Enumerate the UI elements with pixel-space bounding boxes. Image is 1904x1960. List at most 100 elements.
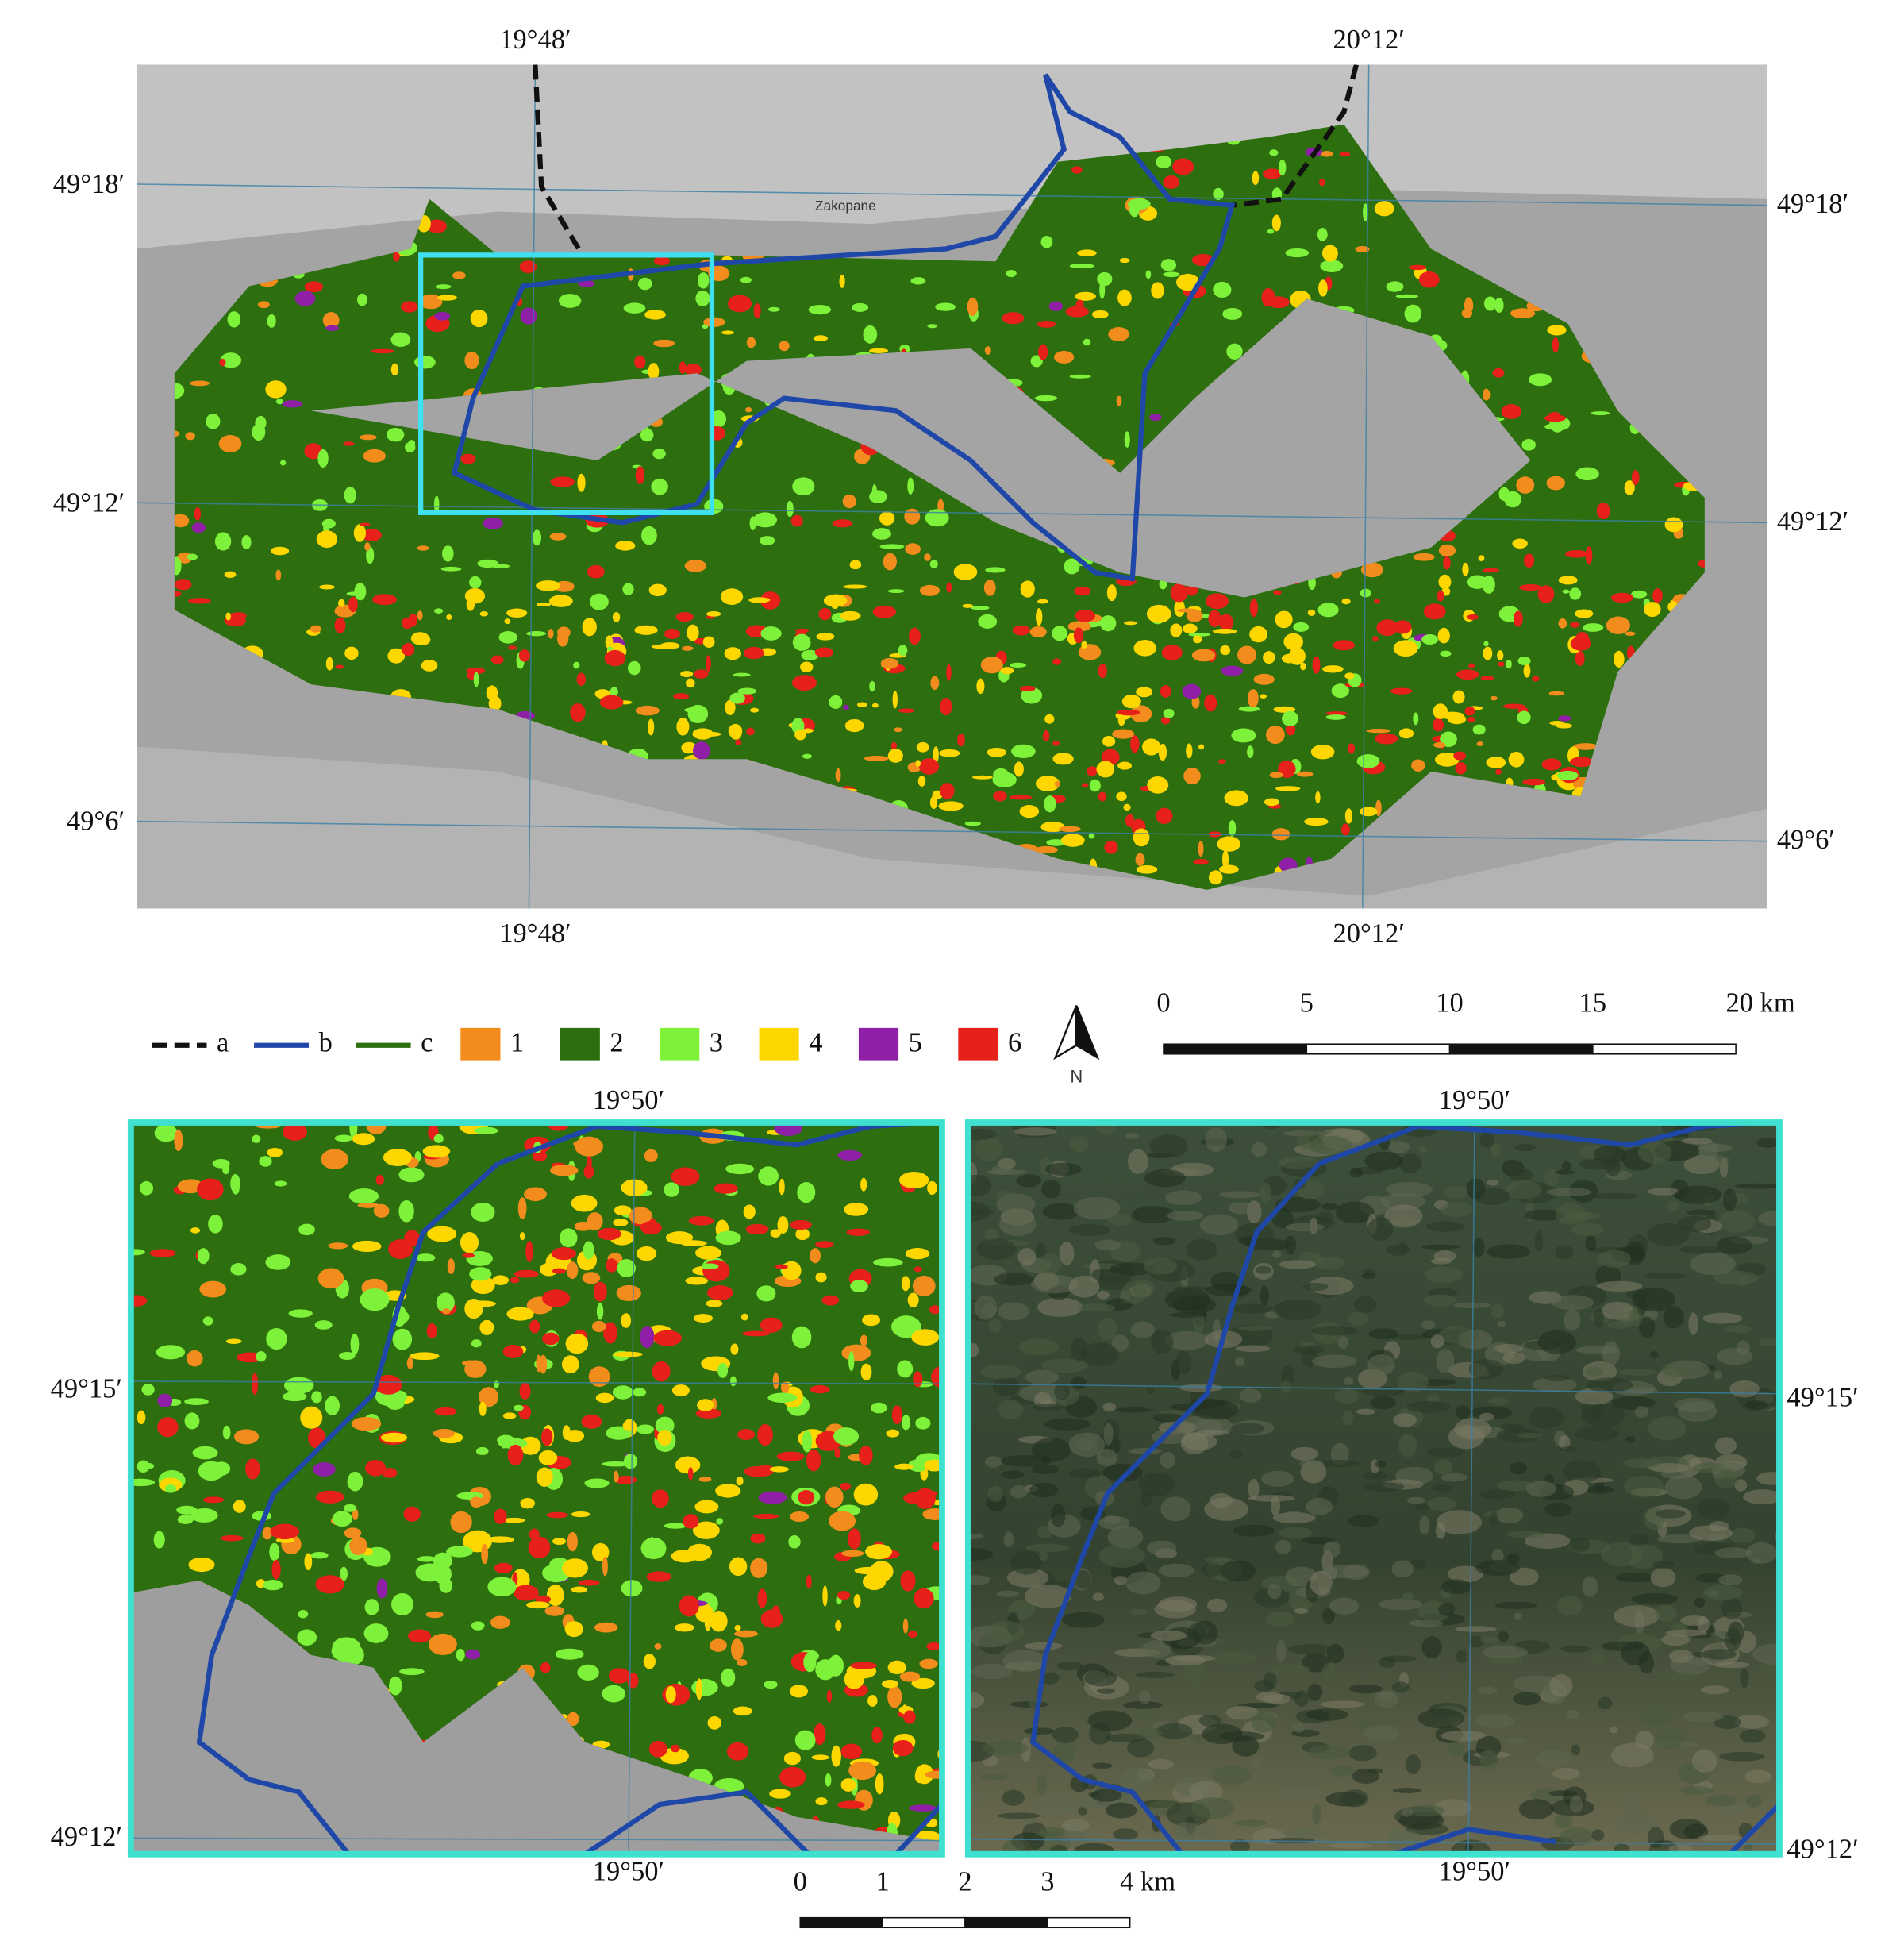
class-patch (940, 783, 955, 799)
class-patch (433, 1564, 452, 1585)
terrain-patch (1397, 1371, 1429, 1393)
class-patch (993, 768, 1010, 782)
class-patch (1333, 640, 1356, 651)
grid-line (137, 820, 1767, 842)
class-patch (1071, 166, 1083, 174)
class-patch (194, 506, 202, 521)
class-patch (1263, 168, 1282, 179)
class-patch (360, 522, 371, 527)
terrain-patch (1734, 1479, 1748, 1492)
class-patch (614, 1205, 632, 1216)
terrain-patch (1631, 1592, 1678, 1605)
terrain-patch (1041, 1672, 1060, 1685)
class-patch (790, 514, 803, 527)
terrain-patch (1584, 1366, 1603, 1377)
class-patch (1502, 703, 1525, 709)
class-patch (840, 1743, 863, 1760)
class-patch (488, 695, 502, 711)
terrain-patch (1558, 1435, 1571, 1450)
terrain-patch (1456, 1649, 1467, 1664)
class-patch (1320, 260, 1344, 272)
north-arrow: N (1053, 1005, 1100, 1086)
class-patch (573, 661, 580, 669)
class-patch (343, 441, 355, 446)
class-patch (214, 532, 232, 551)
scale-segment (799, 1916, 883, 1929)
class-patch (174, 514, 190, 528)
terrain-patch (1611, 1742, 1654, 1768)
class-patch (664, 628, 680, 640)
class-patch (542, 1332, 560, 1346)
terrain-patch (1744, 1400, 1770, 1410)
terrain-patch (1402, 1808, 1414, 1817)
class-patch (241, 535, 252, 549)
terrain-patch (1758, 1663, 1779, 1676)
class-patch (687, 1543, 713, 1561)
class-patch (514, 1585, 539, 1601)
class-patch (911, 1329, 940, 1346)
class-patch (753, 303, 761, 318)
class-patch (470, 1496, 483, 1508)
class-patch (1478, 555, 1485, 561)
detail-extent (417, 252, 715, 515)
class-patch (829, 695, 843, 710)
class-patch (391, 1592, 413, 1616)
terrain-patch (1534, 1230, 1544, 1252)
class-patch (1360, 562, 1383, 578)
terrain-patch (1417, 1708, 1464, 1729)
class-patch (1453, 751, 1467, 761)
class-patch (497, 1434, 515, 1446)
class-patch (322, 312, 340, 329)
class-patch (1404, 304, 1422, 323)
lat-label: 49°12′ (51, 1822, 122, 1852)
class-patch (1366, 728, 1391, 734)
class-patch (643, 1654, 656, 1669)
class-patch (283, 1122, 307, 1141)
class-patch (446, 614, 452, 621)
terrain-patch (1183, 1662, 1208, 1685)
class-patch (1497, 650, 1504, 661)
class-patch (1133, 640, 1156, 657)
scale-label: 4 km (1120, 1866, 1175, 1896)
class-patch (365, 1460, 387, 1477)
class-patch (1482, 388, 1491, 401)
terrain-patch (1125, 1133, 1140, 1139)
class-patch (604, 649, 626, 667)
terrain-patch (1308, 1136, 1353, 1155)
class-patch (1506, 660, 1512, 669)
terrain-patch (1343, 1377, 1354, 1385)
class-patch (886, 1429, 900, 1438)
terrain-patch (1441, 1579, 1472, 1595)
class-patch (471, 1621, 485, 1631)
class-patch (1490, 695, 1498, 701)
class-patch (887, 589, 905, 594)
class-patch (1260, 694, 1267, 699)
terrain-patch (1283, 1511, 1304, 1523)
terrain-patch (1606, 1321, 1631, 1330)
class-patch (724, 647, 742, 660)
class-patch (794, 1730, 816, 1750)
terrain-patch (1103, 1423, 1114, 1446)
class-patch (1483, 296, 1497, 311)
terrain-patch (1384, 1204, 1423, 1228)
class-patch (869, 490, 887, 503)
terrain-patch (1591, 1829, 1605, 1841)
terrain-patch (1158, 1563, 1195, 1578)
scale-bar: 0 5 10 15 20 km (1156, 988, 1795, 1055)
class-patch (651, 478, 668, 495)
legend-swatch (759, 1027, 799, 1061)
class-patch (890, 741, 898, 749)
class-patch (837, 1149, 863, 1161)
class-patch (446, 1546, 473, 1558)
class-patch (206, 413, 221, 429)
class-patch (1019, 805, 1040, 818)
terrain-patch (1210, 1493, 1233, 1508)
place-label: Zakopane (815, 198, 876, 214)
class-patch (492, 1275, 509, 1285)
class-patch (349, 1536, 367, 1556)
class-patch (393, 250, 400, 262)
class-patch (898, 708, 915, 713)
class-patch (919, 1658, 938, 1669)
class-patch (578, 279, 595, 287)
class-patch (883, 553, 897, 571)
